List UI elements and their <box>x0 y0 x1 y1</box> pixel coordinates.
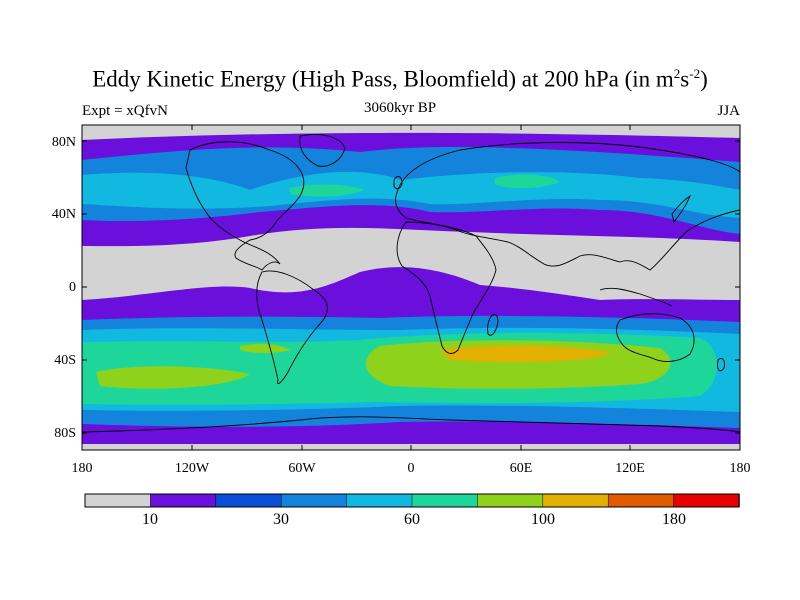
title-prefix: Eddy Kinetic Energy (High Pass, Bloomfie… <box>92 66 674 92</box>
colorbar-labels: 10 30 60 100 180 <box>142 511 686 528</box>
colorbar-swatch-9 <box>673 493 740 508</box>
contour-sh-lime <box>96 366 250 389</box>
contour-antarctic-purple <box>82 421 740 445</box>
contour-nh-cyan <box>82 171 740 218</box>
contour-nh-green-east <box>495 174 560 189</box>
lat-labels: 80N 40N 0 40S 80S <box>52 135 76 441</box>
north-america-outline <box>185 141 305 271</box>
experiment-label: Expt = xQfvN <box>82 103 168 119</box>
colorbar-swatch-0 <box>84 493 152 508</box>
lon-label-120w: 120W <box>175 461 210 476</box>
colorbar-swatch-2 <box>215 493 282 508</box>
title-mid: s <box>680 66 690 92</box>
madagascar-outline <box>487 314 499 336</box>
colorbar-label-60: 60 <box>404 511 420 528</box>
lon-label-120e: 120E <box>615 461 645 476</box>
japan-outline <box>671 194 691 224</box>
eurasia-outline <box>395 142 740 271</box>
lat-label-80n: 80N <box>52 135 76 150</box>
colorbar-label-10: 10 <box>142 511 158 528</box>
title-sup-2: -2 <box>689 66 701 81</box>
colorbar-label-100: 100 <box>531 511 555 528</box>
australia-outline <box>615 313 695 362</box>
colorbar-swatch-7 <box>542 493 609 508</box>
africa-outline <box>396 221 497 354</box>
uk-outline <box>393 176 403 190</box>
colorbar-label-30: 30 <box>273 511 289 528</box>
coastlines <box>82 134 740 433</box>
colorbar-frame <box>84 493 740 508</box>
lat-label-40s: 40S <box>54 353 76 368</box>
lat-label-0: 0 <box>69 280 76 295</box>
map-subtitle: 3060kyr BP <box>363 100 437 116</box>
colorbar-swatch-1 <box>150 493 217 508</box>
colorbar-swatch-6 <box>477 493 544 508</box>
colorbar <box>84 493 740 508</box>
lat-label-40n: 40N <box>52 207 76 222</box>
new-zealand-outline <box>717 357 725 372</box>
colorbar-swatch-5 <box>411 493 479 508</box>
contour-sh-orange <box>440 345 610 362</box>
antarctica-outline <box>82 416 740 433</box>
colorbar-swatch-4 <box>346 493 413 508</box>
lon-label-60e: 60E <box>510 461 533 476</box>
energy-field <box>82 125 740 450</box>
lon-label-180e: 180 <box>730 461 751 476</box>
title-sup-1: 2 <box>673 66 681 81</box>
map-title: Eddy Kinetic Energy (High Pass, Bloomfie… <box>0 66 800 93</box>
axis-ticks <box>81 125 741 450</box>
colorbar-swatch-8 <box>607 493 675 508</box>
colorbar-swatch-3 <box>280 493 348 508</box>
greenland-outline <box>299 134 346 167</box>
lat-label-80s: 80S <box>54 426 76 441</box>
lon-label-60w: 60W <box>288 461 316 476</box>
title-suffix: ) <box>700 66 708 92</box>
season-label: JJA <box>717 103 740 119</box>
lon-label-0: 0 <box>408 461 415 476</box>
contour-sh-lime-small <box>240 343 290 353</box>
south-america-outline <box>256 270 328 385</box>
colorbar-label-180: 180 <box>662 511 686 528</box>
lon-label-180w: 180 <box>72 461 93 476</box>
contour-nh-green <box>290 184 365 197</box>
indonesia-outline <box>599 287 673 307</box>
lon-labels: 180 120W 60W 0 60E 120E 180 <box>72 461 751 476</box>
